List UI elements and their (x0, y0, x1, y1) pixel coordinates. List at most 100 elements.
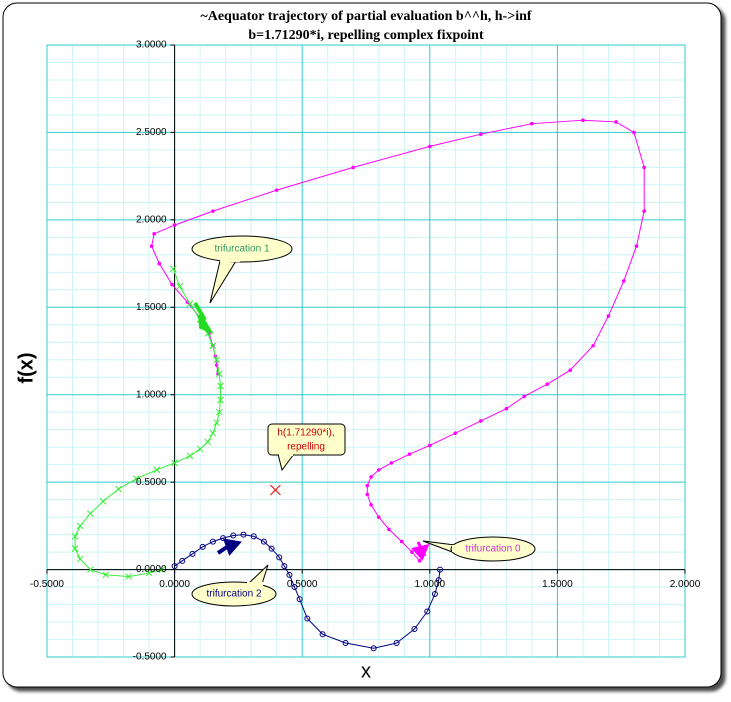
series-line (174, 534, 441, 649)
marker (102, 571, 110, 579)
marker (240, 531, 247, 538)
marker (145, 569, 153, 577)
marker (581, 118, 585, 122)
marker (389, 461, 394, 465)
arrow (216, 538, 242, 556)
marker (634, 244, 639, 248)
callout-join (220, 258, 240, 262)
marker (410, 550, 414, 554)
marker (211, 209, 215, 213)
marker (296, 596, 303, 603)
marker (351, 165, 356, 170)
callout (267, 423, 346, 456)
marker (276, 554, 283, 561)
marker (199, 543, 206, 550)
marker (479, 419, 483, 423)
marker (215, 370, 223, 378)
marker (606, 314, 611, 318)
marker (172, 223, 177, 227)
marker (428, 144, 432, 149)
callout (191, 235, 293, 263)
x-tick-label: 2.0000 (670, 579, 701, 590)
marker (158, 566, 166, 573)
marker (274, 188, 279, 192)
marker (437, 566, 444, 573)
annotation-text: trifurcation 2 (206, 589, 261, 600)
marker (209, 429, 217, 437)
data-layer (71, 118, 646, 652)
marker (149, 244, 154, 248)
x-tick-label: 1.5000 (542, 579, 573, 590)
marker (504, 406, 509, 411)
marker (417, 559, 422, 563)
marker (217, 382, 224, 390)
marker (614, 120, 618, 124)
callout-join (247, 582, 263, 587)
callout-join (279, 452, 293, 456)
marker (153, 466, 161, 474)
marker (220, 535, 227, 542)
marker (281, 563, 288, 570)
marker (171, 459, 178, 467)
marker (479, 132, 483, 136)
x-tick-label: -0.5000 (30, 579, 64, 590)
marker (621, 279, 626, 283)
marker (568, 368, 572, 373)
annotation-text: trifurcation 0 (465, 544, 520, 555)
marker (591, 343, 595, 348)
marker (213, 356, 221, 364)
y-axis-title: f(x) (15, 352, 37, 383)
marker (369, 475, 373, 479)
x-tick-label: 1.0000 (415, 579, 446, 590)
marker (399, 539, 404, 544)
marker (428, 443, 432, 448)
marker (125, 573, 133, 580)
marker (393, 640, 400, 647)
marker (87, 510, 94, 517)
arrow (193, 301, 214, 334)
marker (230, 532, 237, 539)
callout (450, 536, 536, 562)
marker (286, 571, 293, 578)
marker (217, 396, 224, 404)
marker (71, 532, 79, 540)
marker (453, 431, 458, 435)
marker (407, 452, 412, 456)
series-line (151, 119, 645, 562)
marker (319, 631, 326, 638)
marker (209, 342, 217, 350)
marker (376, 515, 381, 519)
marker (171, 563, 178, 570)
marker (530, 121, 534, 126)
marker (179, 557, 186, 564)
marker (87, 566, 94, 573)
marker (176, 282, 184, 290)
annotation-text: trifurcation 1 (214, 244, 269, 255)
marker (342, 640, 349, 647)
marker (99, 498, 107, 505)
chart-subtitle: b=1.71290*i, repelling complex fixpoint (248, 28, 484, 43)
annotation-text: repelling (287, 442, 325, 453)
marker (642, 165, 646, 170)
marker (370, 645, 377, 652)
y-tick-label: 0.5000 (136, 477, 167, 488)
marker (632, 130, 636, 135)
marker (169, 265, 177, 273)
y-tick-label: 1.0000 (136, 389, 167, 400)
marker (250, 533, 257, 540)
grid (46, 44, 686, 658)
marker (115, 485, 122, 493)
arrow (411, 541, 430, 561)
marker (76, 522, 84, 530)
callout-join (452, 545, 458, 552)
callout (191, 581, 277, 607)
marker (304, 615, 311, 622)
marker (291, 584, 298, 591)
marker (152, 232, 156, 236)
x-axis-title: x (361, 660, 371, 682)
marker (387, 527, 391, 532)
marker (642, 209, 646, 213)
x-tick-label: 0.0000 (159, 579, 190, 590)
y-tick-label: 1.5000 (136, 302, 167, 313)
marker (369, 503, 373, 507)
